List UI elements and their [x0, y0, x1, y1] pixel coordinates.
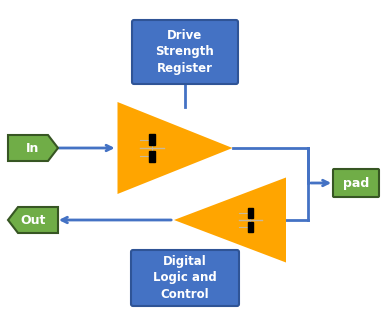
- Bar: [248, 208, 253, 217]
- Text: Drive
Strength
Register: Drive Strength Register: [156, 29, 214, 75]
- Polygon shape: [118, 102, 233, 194]
- Polygon shape: [174, 178, 286, 262]
- Text: pad: pad: [343, 177, 369, 190]
- Polygon shape: [8, 207, 58, 233]
- FancyBboxPatch shape: [132, 20, 238, 84]
- Text: Digital
Logic and
Control: Digital Logic and Control: [153, 255, 217, 301]
- FancyBboxPatch shape: [131, 250, 239, 306]
- Bar: [149, 151, 154, 162]
- Bar: [149, 134, 154, 146]
- Text: In: In: [26, 141, 40, 154]
- Bar: [248, 223, 253, 232]
- FancyBboxPatch shape: [333, 169, 379, 197]
- Polygon shape: [8, 135, 58, 161]
- Text: Out: Out: [20, 214, 46, 227]
